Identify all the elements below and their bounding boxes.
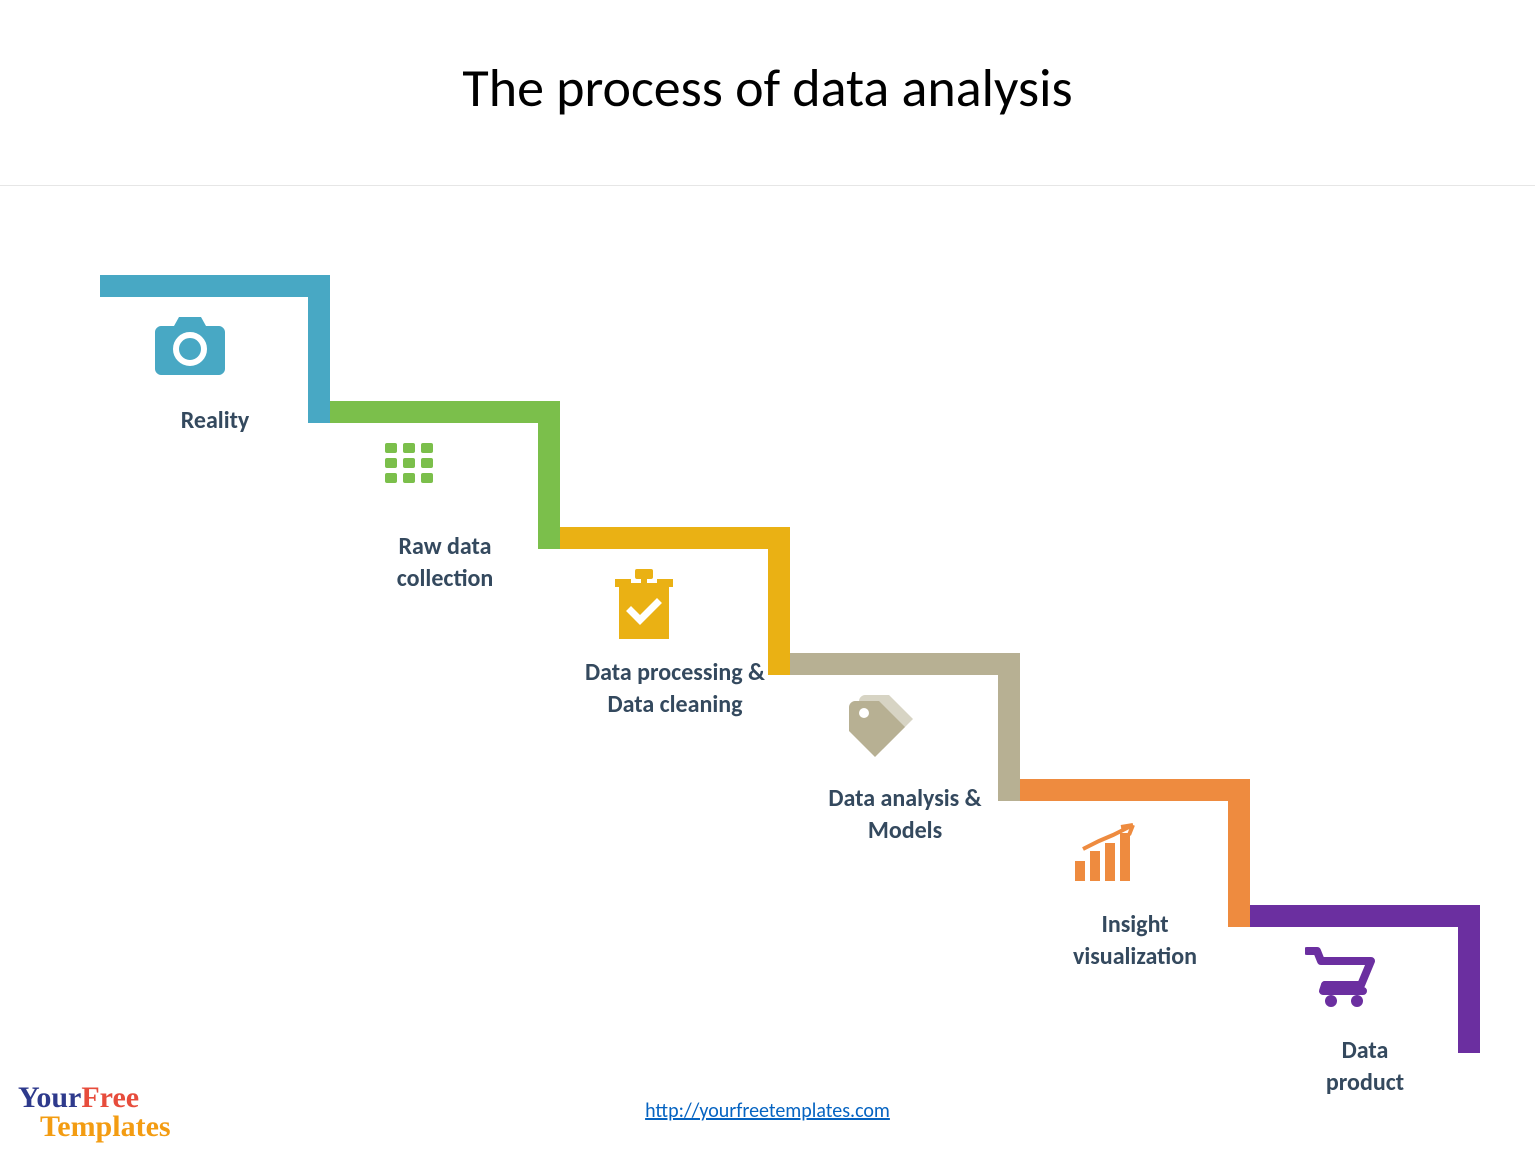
step-bar-vertical (1228, 779, 1250, 927)
step-label: Dataproduct (1240, 1035, 1490, 1100)
step-label: Data processing &Data cleaning (550, 657, 800, 722)
cart-icon (1305, 947, 1377, 1014)
step-label: Raw datacollection (320, 531, 570, 596)
logo-part-3: Templates (40, 1113, 171, 1142)
step-bar-vertical (1458, 905, 1480, 1053)
step-label: Reality (90, 405, 340, 437)
step-bar-vertical (538, 401, 560, 549)
step-bar-horizontal (790, 653, 1020, 675)
step-label: Data analysis &Models (780, 783, 1030, 848)
clipboard-check-icon (615, 569, 673, 644)
step-bar-horizontal (560, 527, 790, 549)
step-bar-vertical (998, 653, 1020, 801)
step-bar-vertical (768, 527, 790, 675)
step-bar-horizontal (100, 275, 330, 297)
step-bar-vertical (308, 275, 330, 423)
title-divider (0, 185, 1535, 186)
step-label: Insightvisualization (1010, 909, 1260, 974)
page-title: The process of data analysis (0, 55, 1535, 121)
step-bar-horizontal (1250, 905, 1480, 927)
brand-logo: YourFreeTemplates (18, 1084, 171, 1141)
bar-trend-icon (1075, 821, 1147, 886)
step-bar-horizontal (330, 401, 560, 423)
step-bar-horizontal (1020, 779, 1250, 801)
footer-link[interactable]: http://yourfreetemplates.com (0, 1099, 1535, 1123)
tags-icon (845, 695, 917, 762)
grid-icon (385, 443, 433, 488)
camera-icon (155, 317, 225, 380)
